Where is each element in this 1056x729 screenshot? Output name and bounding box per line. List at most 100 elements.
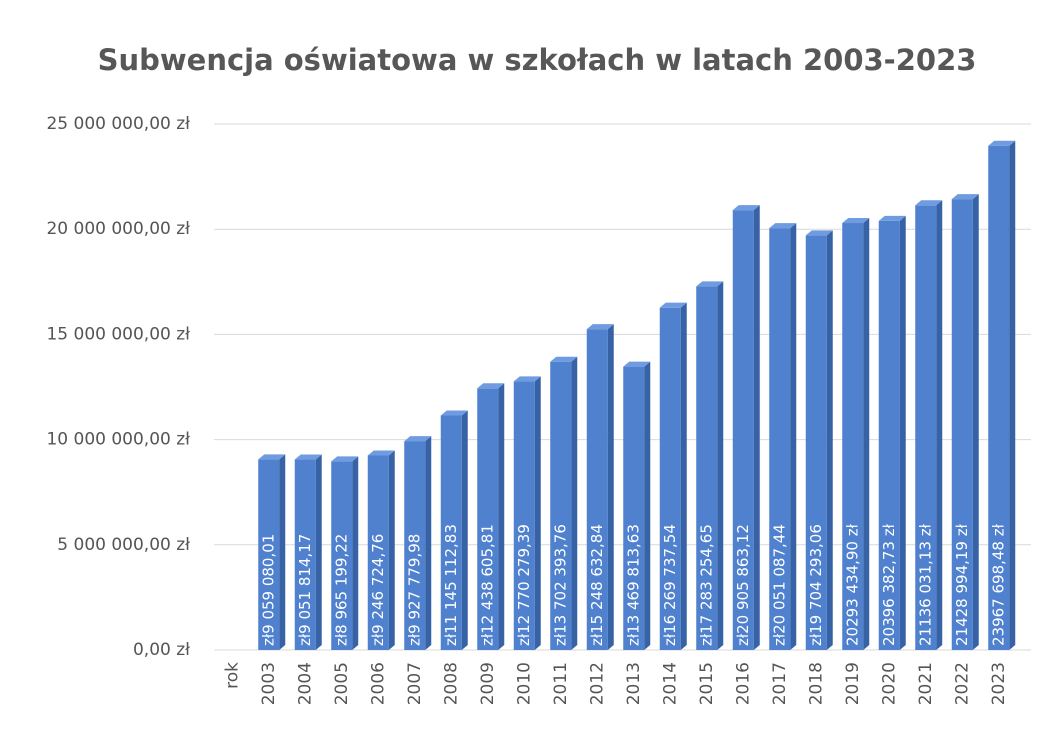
data-label: zł20 905 863,12 [734,524,752,646]
bar-side [717,281,724,650]
x-tick-label: 2003 [259,662,279,705]
bar-group [513,376,541,650]
x-tick-label: 2012 [587,662,607,705]
x-tick-label: 2021 [916,662,936,705]
bar-group [331,456,359,650]
bar-group [878,215,906,650]
bar-side [352,456,359,650]
bar-top [367,450,395,456]
bar-side [461,410,468,650]
bar-top [513,376,541,382]
x-tick-label: 2020 [879,662,899,705]
bar [732,210,754,651]
bar-group [586,324,614,650]
bar-top [805,230,833,236]
bar-group [915,200,943,650]
data-label: zł19 704 293,06 [807,524,825,646]
bar-side [425,436,432,650]
bar [586,329,608,650]
bar [550,361,572,650]
bar [769,228,791,650]
bar [404,441,426,650]
x-tick-label: 2014 [660,662,680,705]
y-tick-label: 10 000 000,00 zł [46,430,190,450]
bar-top [258,454,286,460]
bar-top [696,281,724,287]
bar [805,235,827,650]
data-label: zł9 246 724,76 [369,534,387,646]
bar-group [623,361,651,650]
bar-top [623,361,651,367]
bar-group [477,383,505,650]
data-label: 21428 994,19 zł [953,523,971,646]
bar [440,415,462,650]
bar-top [586,324,614,330]
bar-top [404,436,432,442]
bar [294,459,316,650]
bar-side [571,356,578,650]
data-label: zł9 059 080,01 [259,534,277,646]
y-tick-label: 0,00 zł [133,640,190,660]
bar-top [732,205,760,211]
bar-top [294,454,322,460]
bar-side [534,376,541,650]
data-label: zł13 469 813,63 [624,524,642,646]
x-tick-label: 2015 [697,662,717,705]
bar [367,455,389,650]
bar-side [936,200,943,650]
bar-side [498,383,505,650]
data-label: zł8 965 199,22 [332,534,350,646]
data-label: zł9 927 779,98 [405,534,423,646]
bar-top [331,456,359,462]
data-label: zł20 051 087,44 [770,524,788,646]
bar-side [388,450,395,650]
bar-side [644,361,651,650]
bar [331,461,353,650]
bar-side [279,454,286,650]
data-label: zł11 145 112,83 [442,524,460,646]
data-label: zł17 283 254,65 [697,524,715,646]
bar-side [972,194,979,650]
bar-group [258,454,286,650]
x-tick-label: 2005 [332,662,352,705]
bar-group [988,140,1016,651]
bar [915,205,937,650]
data-label: 21136 031,13 zł [916,523,934,646]
bar [988,145,1010,651]
x-tick-label: 2008 [441,662,461,705]
bar-top [988,140,1016,146]
bar-group [440,410,468,650]
bar-top [550,356,578,362]
bar-group [696,281,724,650]
chart-title: Subwencja oświatowa w szkołach w latach … [98,43,977,77]
bar [842,223,864,650]
x-tick-label: 2009 [478,662,498,705]
bar-group [659,302,687,650]
bar [951,199,973,650]
data-label: zł12 770 279,39 [515,524,533,646]
bar-side [790,223,797,650]
bar-side [680,302,687,650]
bar-top [878,215,906,221]
x-tick-label: rok [222,662,242,689]
bar-group [951,194,979,650]
bar [258,459,280,650]
bar-side [899,215,906,650]
bar [696,286,718,650]
x-tick-label: 2023 [989,662,1009,705]
bar [878,220,900,650]
data-label: zł15 248 632,84 [588,524,606,646]
bar-group [367,450,395,650]
bar-top [915,200,943,206]
bar-group [769,223,797,650]
bar-top [951,194,979,200]
data-label: zł9 051 814,17 [296,534,314,646]
bar-group [805,230,833,650]
x-tick-label: 2016 [733,662,753,705]
y-tick-label: 20 000 000,00 zł [46,219,190,239]
bar-top [769,223,797,229]
bar-top [842,218,870,224]
x-tick-label: 2007 [405,662,425,705]
bar-group [404,436,432,650]
